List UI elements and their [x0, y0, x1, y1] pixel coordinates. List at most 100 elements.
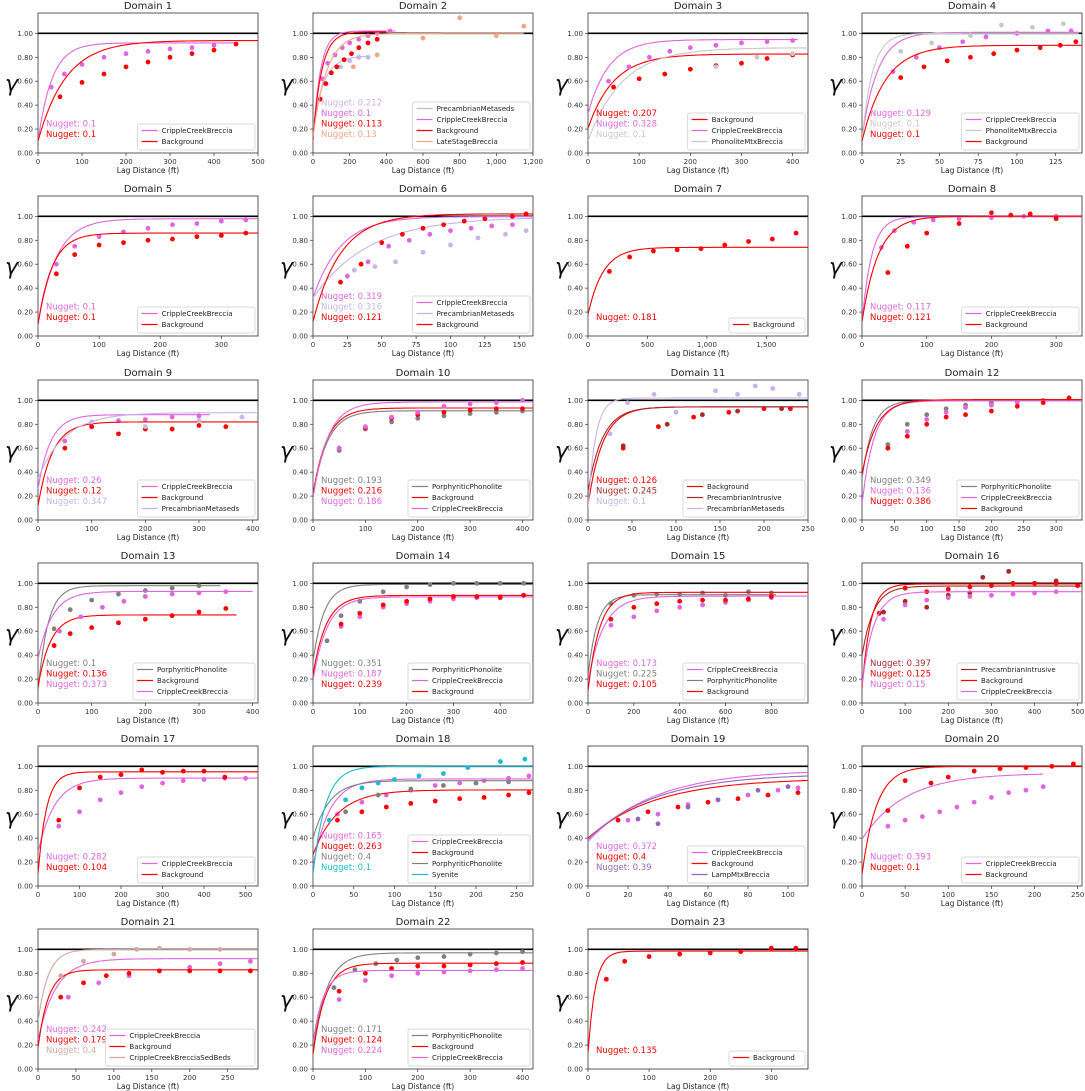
data-point [473, 780, 479, 786]
legend-box [728, 1050, 806, 1067]
x-tick-label: 800 [453, 158, 466, 166]
model-curve [313, 780, 533, 839]
data-point [989, 795, 994, 800]
legend-entry: Background [432, 688, 474, 696]
model-curve [588, 771, 808, 842]
legend-box [132, 662, 256, 701]
data-point [520, 960, 525, 965]
x-tick-label: 100 [85, 708, 98, 716]
data-point [389, 414, 394, 420]
data-point [646, 954, 652, 959]
data-point [506, 792, 511, 798]
y-tick-label: 1.00 [567, 213, 583, 221]
x-axis-label: Lag Distance (ft) [941, 716, 1003, 725]
y-tick-label: 0.20 [17, 493, 33, 501]
chart-title: Domain 14 [396, 551, 451, 562]
nugget-label: Nugget: 0.1 [46, 659, 96, 669]
x-axis-label: Lag Distance (ft) [392, 166, 454, 175]
data-point [700, 597, 705, 603]
data-point [498, 759, 503, 764]
data-point [78, 614, 84, 620]
data-point [1014, 403, 1020, 409]
y-tick-label: 0.80 [292, 970, 308, 978]
data-point [81, 958, 86, 964]
data-point [1014, 47, 1020, 53]
data-point [1032, 580, 1037, 586]
nugget-label: Nugget: 0.121 [321, 313, 382, 323]
data-point [1008, 212, 1014, 218]
y-tick-label: 0.40 [292, 1018, 308, 1026]
data-point [415, 963, 421, 969]
y-tick-label: 0.40 [17, 285, 33, 293]
data-point [448, 242, 453, 248]
data-point [521, 592, 527, 598]
data-point [142, 424, 148, 430]
y-axis-label: γ [829, 72, 843, 97]
chart-title: Domain 21 [121, 917, 176, 928]
data-point [989, 210, 994, 216]
data-point [493, 967, 499, 973]
data-point [404, 584, 410, 590]
data-point [79, 80, 85, 85]
data-point [374, 36, 380, 42]
data-point [795, 785, 801, 791]
data-point [1023, 765, 1029, 770]
plot-area [862, 395, 1082, 504]
nugget-label: Nugget: 0.26 [46, 476, 102, 486]
data-point [248, 968, 253, 974]
data-point [167, 46, 173, 52]
model-curve [862, 399, 1082, 479]
x-tick-label: 200 [985, 525, 998, 533]
data-point [526, 773, 532, 779]
data-point [739, 60, 744, 66]
legend: CrippleCreekBreccia Background [961, 306, 1080, 334]
data-point [349, 51, 354, 57]
data-point [328, 70, 334, 76]
y-tick-label: 0.80 [567, 421, 583, 429]
chart-panel: Domain 20 0.00 0.20 0.40 0.60 0.80 1.00 0 50 100 1… [829, 734, 1084, 908]
y-axis-label: γ [555, 255, 569, 280]
data-point [924, 604, 930, 610]
data-point [924, 412, 930, 418]
y-tick-label: 0.80 [17, 604, 33, 612]
nugget-label: Nugget: 0.1 [46, 303, 96, 313]
data-point [160, 780, 165, 786]
plot-area [862, 210, 1082, 323]
data-point [989, 402, 994, 408]
nugget-label: Nugget: 0.239 [321, 680, 382, 690]
model-curve [38, 412, 258, 479]
data-point [344, 273, 350, 279]
data-point [467, 951, 473, 957]
model-curve [38, 614, 237, 687]
y-tick-label: 0.80 [567, 54, 583, 62]
x-tick-label: 50 [935, 158, 944, 166]
legend-entry: PorphyriticPhonolite [981, 483, 1051, 491]
y-tick-label: 1.00 [567, 30, 583, 38]
y-tick-label: 0.00 [567, 1066, 583, 1074]
data-point [474, 580, 480, 586]
x-tick-label: 100 [359, 1074, 372, 1082]
legend-entry: CrippleCreekBreccia [712, 849, 783, 857]
data-point [89, 424, 95, 430]
data-point [1068, 28, 1074, 34]
data-point [1073, 39, 1079, 45]
data-point [331, 985, 337, 991]
chart-title: Domain 19 [671, 734, 726, 745]
data-point [493, 406, 499, 412]
legend-entry: CrippleCreekBreccia [432, 1054, 503, 1062]
nugget-label: Nugget: 0.121 [870, 313, 931, 323]
y-tick-label: 0.60 [841, 261, 857, 269]
x-tick-label: 100 [85, 525, 98, 533]
x-axis-label: Lag Distance (ft) [941, 349, 1003, 358]
x-tick-label: 100 [353, 708, 366, 716]
nugget-label: Nugget: 0.393 [870, 853, 931, 863]
x-tick-label: 0 [36, 158, 40, 166]
data-point [608, 622, 614, 628]
data-point [96, 980, 102, 986]
y-tick-label: 0.80 [567, 237, 583, 245]
data-point [101, 54, 107, 60]
chart-title: Domain 22 [396, 917, 451, 928]
nugget-label: Nugget: 0.1 [321, 863, 371, 873]
data-point [336, 997, 342, 1002]
